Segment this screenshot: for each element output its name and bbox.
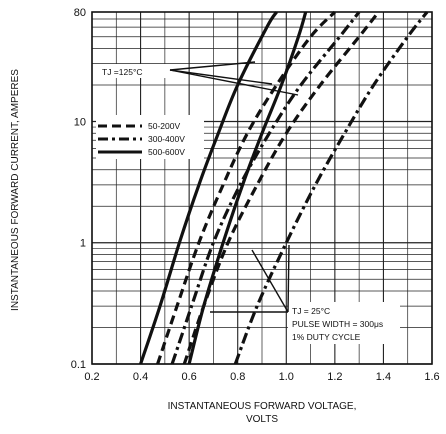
annotation-pulse-width: PULSE WIDTH = 300μs [292, 319, 383, 329]
y-tick-label: 0.1 [71, 359, 86, 371]
x-tick-label: 1.0 [279, 371, 294, 383]
x-axis-label-line2: VOLTS [246, 414, 278, 425]
annotation-tj-25: TJ = 25°C [292, 306, 330, 316]
annotation-hot-leaders [169, 61, 299, 96]
y-tick-label: 80 [74, 7, 86, 19]
annotation-duty-cycle: 1% DUTY CYCLE [292, 332, 361, 342]
y-tick-label: 1 [80, 238, 86, 250]
y-tick-labels: 0.1 1 10 80 [71, 7, 86, 371]
series-50-200v-tj-25 [182, 10, 380, 365]
annotation-cold-background [288, 302, 400, 344]
x-axis-label-line1: INSTANTANEOUS FORWARD VOLTAGE, [168, 401, 357, 412]
series-500-600v-tj-125 [139, 11, 278, 365]
legend-label-dashed: 50-200V [148, 121, 180, 131]
x-tick-label: 1.6 [424, 371, 439, 383]
annotation-cold-leaders [210, 244, 290, 313]
x-tick-label: 0.6 [181, 371, 196, 383]
x-tick-label: 0.4 [133, 371, 148, 383]
y-axis-label: INSTANTANEOUS FORWARD CURRENT, AMPERES [10, 69, 21, 311]
x-tick-labels: 0.2 0.4 0.6 0.8 1.0 1.2 1.4 1.6 [84, 371, 439, 383]
x-tick-label: 0.2 [84, 371, 99, 383]
annotation-tj-125: TJ =125°C [102, 67, 143, 77]
legend-label-dash-dot: 300-400V [148, 134, 185, 144]
y-tick-label: 10 [74, 116, 86, 128]
series-300-400v-tj-125 [170, 11, 361, 365]
legend-label-solid: 500-600V [148, 147, 185, 157]
plot-frame [91, 11, 433, 365]
minor-grid [92, 11, 432, 364]
x-tick-label: 0.8 [230, 371, 245, 383]
series-300-400v-tj-25 [233, 11, 429, 365]
series-layer [139, 10, 429, 365]
series-500-600v-tj-25 [187, 11, 308, 365]
x-tick-label: 1.2 [327, 371, 342, 383]
series-50-200v-tj-125 [156, 10, 337, 365]
x-tick-label: 1.4 [376, 371, 391, 383]
annotation-hot-background [100, 64, 168, 78]
